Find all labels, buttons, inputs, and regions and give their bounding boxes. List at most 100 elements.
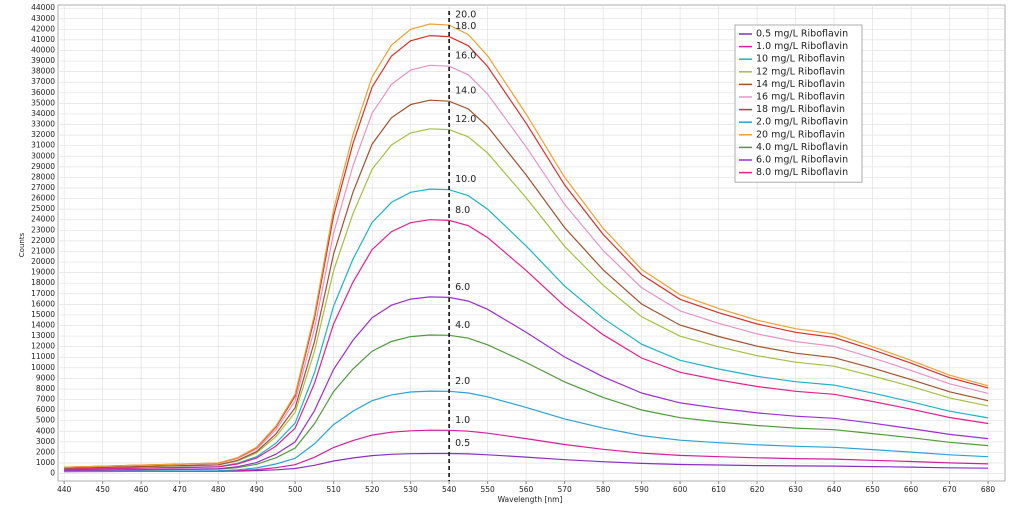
- legend-box: [734, 24, 863, 183]
- legend-label: 1.0 mg/L Riboflavin: [756, 41, 848, 52]
- x-tick-label: 530: [403, 485, 418, 494]
- x-tick-label: 490: [249, 485, 264, 494]
- x-tick-label: 670: [942, 485, 957, 494]
- y-tick-label: 43000: [31, 14, 55, 23]
- y-tick-label: 36000: [31, 88, 55, 97]
- legend-label: 20 mg/L Riboflavin: [756, 129, 845, 140]
- y-tick-label: 8000: [36, 384, 55, 393]
- y-tick-label: 37000: [31, 77, 55, 86]
- legend-label: 2.0 mg/L Riboflavin: [756, 117, 848, 128]
- annotation: 20.0: [455, 10, 476, 21]
- annotation: 4.0: [455, 320, 470, 331]
- x-tick-label: 500: [288, 485, 303, 494]
- y-tick-label: 5000: [36, 416, 55, 425]
- series-line: [64, 99, 989, 469]
- x-tick-label: 470: [172, 485, 187, 494]
- y-tick-label: 20000: [31, 257, 55, 266]
- x-tick-label: 580: [596, 485, 611, 494]
- annotation: 1.0: [455, 415, 470, 426]
- y-tick-label: 41000: [31, 35, 55, 44]
- annotation: 12.0: [455, 114, 476, 125]
- series-line: [64, 296, 989, 471]
- legend-label: 10 mg/L Riboflavin: [756, 54, 845, 65]
- x-tick-label: 640: [827, 485, 842, 494]
- legend-label: 4.0 mg/L Riboflavin: [756, 142, 848, 153]
- y-tick-label: 9000: [36, 373, 55, 382]
- x-tick-label: 650: [865, 485, 880, 494]
- series-line: [64, 23, 989, 468]
- y-tick-label: 30000: [31, 151, 55, 160]
- legend-label: 14 mg/L Riboflavin: [756, 79, 845, 90]
- y-tick-label: 17000: [31, 289, 55, 298]
- x-tick-label: 620: [750, 485, 765, 494]
- y-tick-label: 13000: [31, 331, 55, 340]
- x-tick-label: 460: [134, 485, 149, 494]
- y-tick-label: 2000: [36, 447, 55, 456]
- y-tick-label: 24000: [31, 215, 55, 224]
- x-tick-label: 440: [57, 485, 72, 494]
- series-line: [64, 334, 989, 471]
- y-tick-label: 16000: [31, 299, 55, 308]
- y-tick-label: 6000: [36, 405, 55, 414]
- y-tick-label: 19000: [31, 268, 55, 277]
- annotation: 18.0: [455, 21, 476, 32]
- y-tick-label: 4000: [36, 426, 55, 435]
- annotation: 0.5: [455, 438, 470, 449]
- x-tick-label: 660: [904, 485, 919, 494]
- annotation: 16.0: [455, 51, 476, 62]
- y-tick-label: 3000: [36, 437, 55, 446]
- x-tick-label: 510: [326, 485, 341, 494]
- y-tick-label: 21000: [31, 246, 55, 255]
- y-tick-label: 42000: [31, 24, 55, 33]
- y-axis-label: Counts: [18, 232, 26, 257]
- y-tick-label: 25000: [31, 204, 55, 213]
- y-tick-label: 18000: [31, 278, 55, 287]
- annotation: 6.0: [455, 282, 470, 293]
- annotation: 14.0: [455, 86, 476, 97]
- y-tick-label: 23000: [31, 225, 55, 234]
- x-tick-label: 550: [480, 485, 495, 494]
- legend-label: 0.5 mg/L Riboflavin: [756, 29, 848, 40]
- legend-label: 16 mg/L Riboflavin: [756, 92, 845, 103]
- x-axis-label: Wavelength [nm]: [498, 495, 563, 504]
- y-tick-label: 40000: [31, 45, 55, 54]
- y-tick-label: 22000: [31, 236, 55, 245]
- x-tick-label: 560: [519, 485, 534, 494]
- x-tick-label: 450: [95, 485, 110, 494]
- x-tick-label: 570: [557, 485, 572, 494]
- y-tick-label: 10000: [31, 363, 55, 372]
- y-tick-label: 0: [50, 469, 55, 478]
- y-tick-label: 33000: [31, 120, 55, 129]
- legend-label: 12 mg/L Riboflavin: [756, 66, 845, 77]
- y-tick-label: 39000: [31, 56, 55, 65]
- legend-label: 8.0 mg/L Riboflavin: [756, 167, 848, 178]
- y-tick-label: 34000: [31, 109, 55, 118]
- annotation: 8.0: [455, 205, 470, 216]
- series-line: [64, 64, 989, 468]
- legend-label: 18 mg/L Riboflavin: [756, 104, 845, 115]
- y-tick-label: 38000: [31, 67, 55, 76]
- y-tick-label: 15000: [31, 310, 55, 319]
- y-tick-label: 28000: [31, 172, 55, 181]
- y-tick-label: 26000: [31, 194, 55, 203]
- y-tick-label: 1000: [36, 458, 55, 467]
- series-line: [64, 188, 989, 470]
- x-tick-label: 480: [211, 485, 226, 494]
- annotation: 10.0: [455, 174, 476, 185]
- series-line: [64, 390, 989, 473]
- legend-label: 6.0 mg/L Riboflavin: [756, 155, 848, 166]
- y-tick-label: 31000: [31, 141, 55, 150]
- x-tick-label: 630: [788, 485, 803, 494]
- x-tick-label: 610: [711, 485, 726, 494]
- y-tick-label: 14000: [31, 321, 55, 330]
- y-tick-label: 32000: [31, 130, 55, 139]
- y-tick-label: 7000: [36, 395, 55, 404]
- x-tick-label: 680: [981, 485, 996, 494]
- y-tick-label: 27000: [31, 183, 55, 192]
- y-tick-label: 29000: [31, 162, 55, 171]
- y-tick-label: 11000: [31, 352, 55, 361]
- series-line: [64, 219, 989, 470]
- x-tick-label: 590: [634, 485, 649, 494]
- x-tick-label: 600: [673, 485, 688, 494]
